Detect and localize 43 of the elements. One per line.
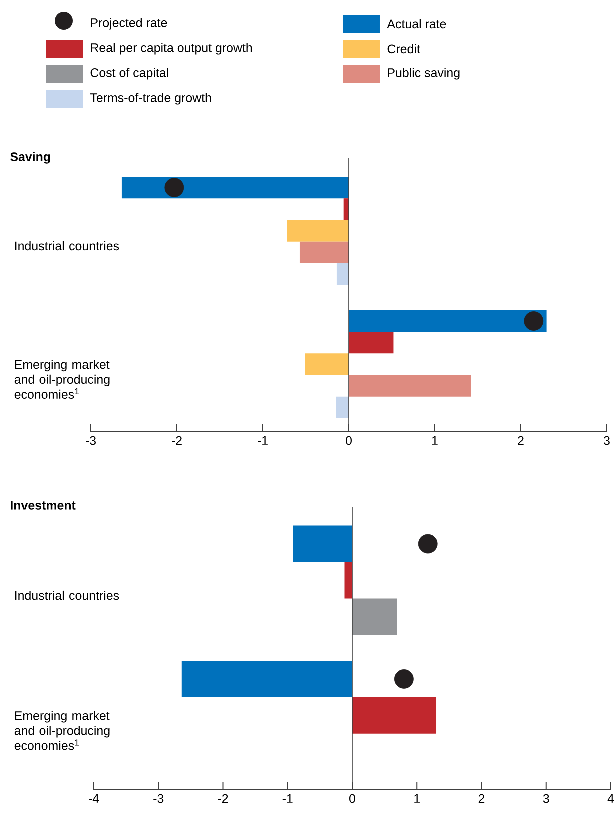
x-tick-label: 0 [350,794,356,804]
x-tick-label: -1 [258,436,268,445]
x-tick-label: -4 [89,794,100,803]
y-tick-label: Industrial countries [16,590,120,600]
bar [352,697,437,734]
x-tick-label: 1 [432,436,438,445]
x-tick-label: 3 [543,794,550,804]
x-tick-label: 2 [478,794,485,804]
bar [348,310,547,332]
legend-label: Public saving [388,68,460,80]
x-tick-label: -3 [86,436,96,446]
x-tick-label: -2 [172,436,182,446]
bar [182,660,352,698]
x-tick-label: -2 [218,794,228,804]
bar [300,242,349,264]
legend-label: Credit [388,44,420,54]
bar [293,526,352,562]
legend-label: Projected rate [91,18,168,30]
bar [287,220,349,242]
y-tick-label: Emerging market and oil-producing economies$^{1}$ [14,711,110,750]
x-tick-label: 0 [346,436,352,446]
legend-label: Cost of capital [90,68,168,80]
legend-label: Terms-of-trade growth [90,93,212,105]
bar [122,176,349,199]
x-tick-label: 4 [608,794,614,803]
x-tick-label: 1 [414,794,420,803]
bar [352,598,398,636]
x-tick-label: 3 [604,436,610,446]
x-tick-label: -3 [154,794,164,804]
x-tick-label: -1 [282,794,293,803]
bar [336,263,349,286]
bar [344,562,352,599]
legend-label: Actual rate [387,19,446,29]
y-tick-label: Industrial countries [16,241,120,251]
x-tick-label: 2 [518,436,524,446]
chart-title: Saving [10,152,50,164]
y-tick-label: Emerging market and oil-producing economies$^{1}$ [14,360,110,399]
chart-title: Investment [11,501,76,510]
bar [336,396,349,419]
bar [305,354,349,376]
bar [348,375,472,397]
legend-label: Real per capita output growth [91,43,252,55]
bar [348,332,394,354]
